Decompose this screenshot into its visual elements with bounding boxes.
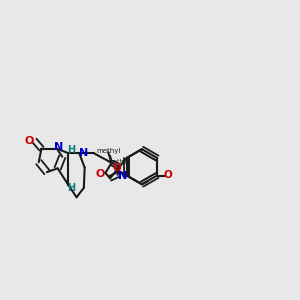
Text: O: O	[164, 170, 172, 180]
Text: O: O	[25, 136, 34, 146]
Text: N: N	[118, 171, 127, 181]
Text: O: O	[112, 163, 121, 173]
Text: N: N	[54, 142, 63, 152]
Text: methyl: methyl	[108, 159, 130, 164]
Text: methyl: methyl	[97, 148, 121, 154]
Text: H: H	[67, 183, 75, 193]
Text: H: H	[67, 145, 75, 155]
Text: N: N	[80, 148, 89, 158]
Text: O: O	[96, 169, 105, 179]
